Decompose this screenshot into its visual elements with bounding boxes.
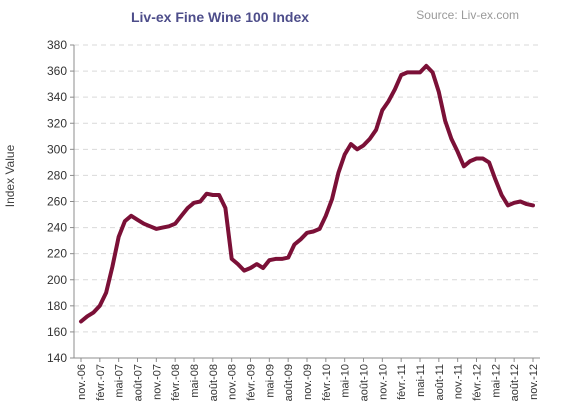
x-tick-label: nov.-11 xyxy=(453,364,465,399)
series-line-index xyxy=(79,63,535,324)
x-tick-label: août-12 xyxy=(509,364,521,401)
x-tick-label: août-11 xyxy=(434,364,446,401)
tick-labels: 140 160 180 200 220 240 260 280 300 320 340 360 380 n… xyxy=(47,38,540,401)
x-tick-label: août-10 xyxy=(359,364,371,401)
y-tick-label: 280 xyxy=(47,168,67,182)
x-tick-label: nov.-07 xyxy=(151,364,163,400)
x-tick-label: mai-11 xyxy=(415,364,427,397)
x-tick-label: févr.-08 xyxy=(170,364,182,401)
x-tick-label: févr.-11 xyxy=(396,364,408,400)
y-tick-label: 320 xyxy=(47,116,67,130)
gridlines xyxy=(74,44,540,333)
x-tick-label: août-08 xyxy=(208,364,220,401)
x-tick-label: févr.-09 xyxy=(246,364,258,401)
chart-title: Liv-ex Fine Wine 100 Index xyxy=(130,9,310,25)
x-tick-label: mai-09 xyxy=(264,364,276,398)
x-tick-label: nov.-12 xyxy=(528,364,540,400)
x-tick-label: mai-10 xyxy=(340,364,352,398)
y-tick-label: 180 xyxy=(47,299,67,313)
y-tick-label: 160 xyxy=(47,325,67,339)
series-layer xyxy=(79,63,535,324)
x-tick-label: août-09 xyxy=(283,364,295,401)
x-tick-label: nov.-10 xyxy=(377,364,389,400)
x-tick-label: févr.-12 xyxy=(472,364,484,401)
y-tick-label: 140 xyxy=(47,351,67,365)
y-tick-label: 360 xyxy=(47,64,67,78)
y-tick-label: 300 xyxy=(47,142,67,156)
y-tick-label: 240 xyxy=(47,221,67,235)
x-tick-label: mai-12 xyxy=(490,364,502,398)
y-tick-label: 340 xyxy=(47,90,67,104)
x-tick-label: févr.-07 xyxy=(95,364,107,401)
y-tick-label: 380 xyxy=(47,38,67,52)
x-tick-label: août-07 xyxy=(133,364,145,401)
x-tick-label: nov.-08 xyxy=(227,364,239,400)
y-axis-label: Index Value xyxy=(3,144,17,207)
x-tick-label: févr.-10 xyxy=(321,364,333,401)
axes xyxy=(70,44,540,362)
x-tick-label: nov.-06 xyxy=(76,364,88,400)
y-tick-label: 220 xyxy=(47,247,67,261)
x-tick-label: mai-07 xyxy=(114,364,126,398)
x-tick-label: mai-08 xyxy=(189,364,201,398)
y-tick-label: 260 xyxy=(47,195,67,209)
chart-source: Source: Liv-ex.com xyxy=(416,8,519,22)
y-tick-label: 200 xyxy=(47,273,67,287)
x-tick-label: nov.-09 xyxy=(302,364,314,400)
